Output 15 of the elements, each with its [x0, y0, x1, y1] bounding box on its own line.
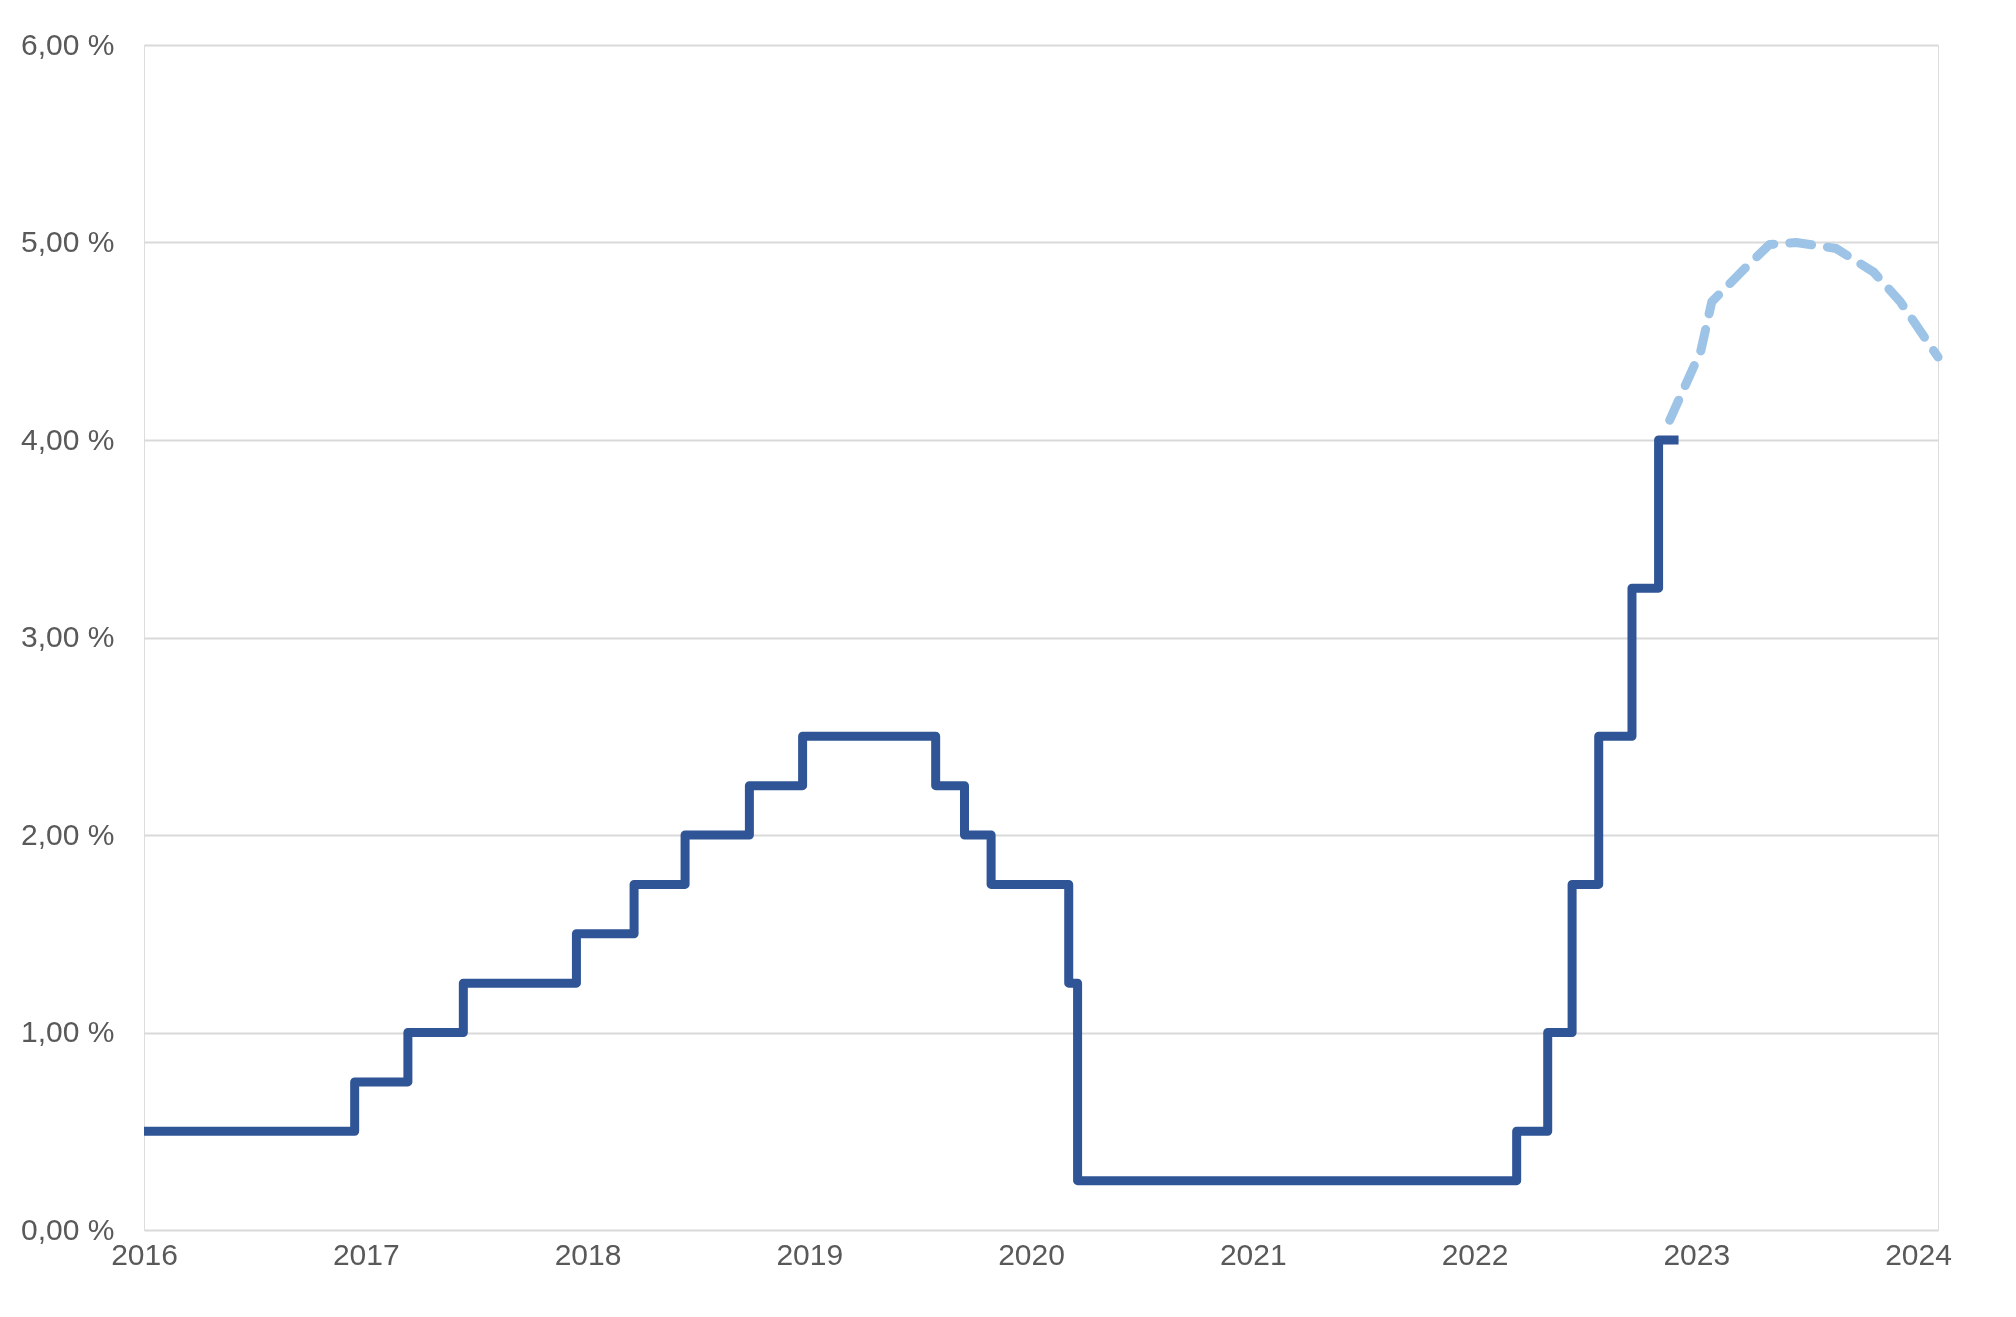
y-tick-label: 5,00 % [21, 225, 115, 258]
y-tick-label: 6,00 % [21, 27, 115, 61]
x-tick-label: 2022 [1441, 1237, 1509, 1271]
x-tick-label: 2018 [554, 1237, 622, 1271]
x-tick-label: 2019 [776, 1237, 844, 1271]
x-tick-label: 2020 [998, 1237, 1065, 1271]
y-tick-label: 2,00 % [21, 817, 115, 851]
y-tick-label: 4,00 % [21, 422, 115, 456]
x-tick-label: 2023 [1663, 1237, 1731, 1271]
y-tick-label: 0,00 % [21, 1212, 115, 1246]
x-tick-label: 2021 [1219, 1237, 1287, 1271]
x-tick-label: 2024 [1885, 1237, 1952, 1271]
x-tick-label: 2017 [332, 1237, 400, 1271]
y-tick-label: 1,00 % [21, 1015, 115, 1048]
y-tick-label: 3,00 % [21, 620, 115, 653]
